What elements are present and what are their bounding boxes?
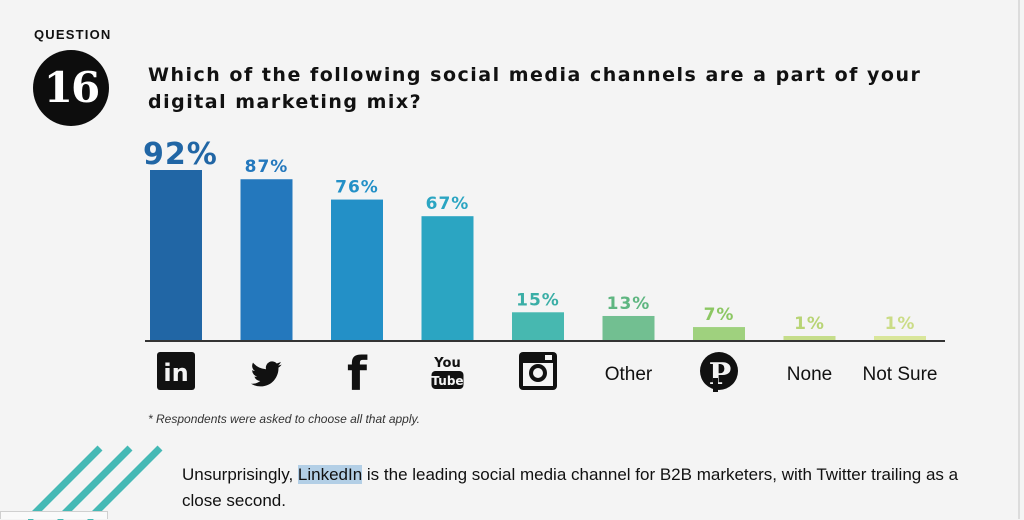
question-label: QUESTION [34,27,112,42]
footnote: * Respondents were asked to choose all t… [148,412,420,426]
instagram-icon-flash [545,355,552,360]
youtube-icon-box [431,371,464,389]
bar-facebook [331,199,383,340]
bar-instagram [512,312,564,340]
data-label: 87% [245,157,289,177]
category-label: Other [605,364,653,385]
caption-text-end: is the leading social media channel for … [182,465,959,510]
bar-not-sure [874,336,926,340]
caption-highlight: LinkedIn [297,465,363,484]
instagram-icon-lens-inner [533,368,543,378]
twitter-icon [250,361,282,387]
pinterest-icon [700,352,738,390]
category-label: Not Sure [863,364,938,385]
bar-youtube [421,216,474,340]
data-label: 15% [516,290,560,310]
youtube-icon: You [433,356,460,371]
data-label: 1% [885,314,916,334]
bar-chart: 92% in 87% 76% f 67% You Tube 15% 13% Other 7% P 1% No… [143,137,945,400]
data-label: 7% [704,305,735,325]
bar-linkedin [150,170,202,340]
facebook-icon: f [347,347,368,400]
question-number-badge: 16 [33,50,109,126]
decorative-stripes [28,445,163,520]
youtube-icon-tube: Tube [431,374,463,388]
bar-other [602,315,655,340]
caption-text-start: Unsurprisingly, [182,465,298,484]
question-title: Which of the following social media chan… [148,64,922,113]
bar-pinterest [693,327,745,340]
data-label: 13% [607,294,651,314]
linkedin-icon-glyph: in [163,359,188,387]
linkedin-icon [157,352,195,390]
bar-twitter [240,179,293,340]
caption: Unsurprisingly, LinkedIn is the leading … [182,462,982,514]
question-number: 16 [43,63,100,112]
pinterest-icon-stem [713,378,718,392]
pinterest-icon-glyph: P [709,357,732,392]
category-label: None [787,364,832,385]
data-label: 67% [426,194,470,214]
data-label: 92% [143,137,218,172]
scrollbar[interactable] [0,511,108,519]
data-label: 1% [794,314,825,334]
bar-none [783,336,836,340]
data-label: 76% [335,178,379,198]
